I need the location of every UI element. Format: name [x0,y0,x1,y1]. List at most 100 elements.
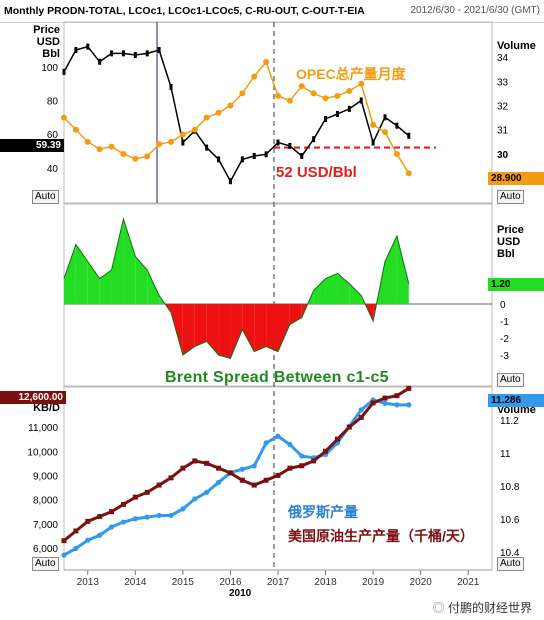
us-point [156,482,162,488]
us-point [358,414,364,420]
wechat-icon: ◎ [432,601,448,615]
x-axis-tick-label: 2014 [124,577,147,588]
opec-point [382,129,388,136]
spread-positive-area [87,261,100,304]
panel3-auto-button[interactable]: Auto [32,557,59,571]
opec-point [239,90,246,97]
us-point [216,465,222,471]
brent-candle [312,136,316,143]
watermark-footer: ◎ 付鹏的财经世界 [433,599,532,616]
opec-point [96,146,103,153]
brent-candle [86,43,90,50]
russia-point [299,453,305,459]
series-brent-line [63,45,410,183]
panel3-left-tick-label: 8,000 [33,496,58,507]
opec-point [168,138,174,145]
us-point [334,436,340,442]
brent-candle [252,152,256,159]
us-point [382,395,388,401]
panel1-left-tick-label: 60 [47,130,59,141]
us-point [61,538,67,544]
panel3-russia-last-value: 11.286 [488,394,544,407]
russia-point [73,545,79,552]
brent-candle [395,122,399,129]
us-point [287,465,293,471]
panel2-right-tick-label: -2 [500,334,509,345]
brent-candle [300,152,304,159]
brent-candle [276,139,280,146]
opec-point [298,83,305,90]
x-axis-tick-label: 2020 [410,577,433,588]
us-point [85,518,91,524]
opec-point [251,73,258,80]
spread-positive-area [349,283,362,304]
us-point [311,458,317,464]
opec-point [108,143,115,150]
spread-positive-area [111,219,124,304]
russia-point [204,489,210,495]
russia-point [144,514,150,520]
us-point [394,393,400,399]
russia-series-annotation: 俄罗斯产量 [288,504,358,520]
spread-chart-title: Brent Spread Between c1-c5 [165,369,389,386]
panel1-right-auto-button[interactable]: Auto [497,190,524,204]
russia-point [239,466,245,472]
spread-positive-area [313,278,326,304]
spread-outline [63,217,410,360]
opec-point [144,153,151,160]
us-point [239,477,245,483]
chart-header: Monthly PRODN-TOTAL, LCOc1, LCOc1-LCOc5,… [0,0,544,23]
spread-positive-area [135,256,148,304]
russia-point [275,433,281,439]
us-point [168,475,174,481]
us-point [263,477,269,483]
us-point [227,470,233,476]
russia-point [132,516,138,522]
x-axis-base-year: 2010 [229,588,252,599]
russia-point [168,512,174,519]
brent-candle [383,114,387,121]
hline-annotation: 52 USD/Bbl [276,164,357,181]
brent-candle [121,50,125,57]
opec-point [393,150,400,157]
us-point [346,424,352,430]
opec-point [72,126,79,133]
russia-point [394,402,400,408]
panel1-right-tick-label: 32 [497,102,509,113]
brent-candle [74,47,78,53]
spread-positive-area [147,270,160,304]
opec-point [405,170,412,177]
brent-candle [264,151,268,158]
opec-point [132,155,139,162]
opec-point [322,95,329,102]
opec-point [358,80,365,87]
panel1-right-tick-label: 34 [497,53,509,64]
spread-negative-area [266,304,278,352]
russia-point [192,496,198,502]
panel3-left-tick-label: 10,000 [27,447,58,458]
panel3-right-auto-button[interactable]: Auto [497,557,524,571]
brent-candle [205,144,209,151]
x-axis-tick-label: 2017 [267,577,290,588]
brent-candle [110,50,114,57]
russia-point [263,440,269,446]
panel2-auto-button[interactable]: Auto [497,373,524,387]
us-point [73,528,79,534]
opec-point [179,131,186,138]
brent-candle [288,142,292,149]
brent-candle [145,50,149,57]
panel1-right-tick-label: 31 [497,126,509,137]
panel1-auto-button[interactable]: Auto [32,190,59,204]
russia-point [85,537,91,543]
panel3-left-tick-label: 9,000 [33,471,58,482]
opec-point [275,92,281,99]
panel1-right-tick-label: 33 [497,77,509,88]
opec-series-annotation: OPEC总产量月度 [296,66,406,82]
spread-negative-area [194,304,207,347]
us-point [299,463,305,469]
russia-point [180,506,186,512]
spread-negative-area [206,304,219,355]
spread-positive-area [64,244,76,304]
spread-negative-area [254,304,267,352]
